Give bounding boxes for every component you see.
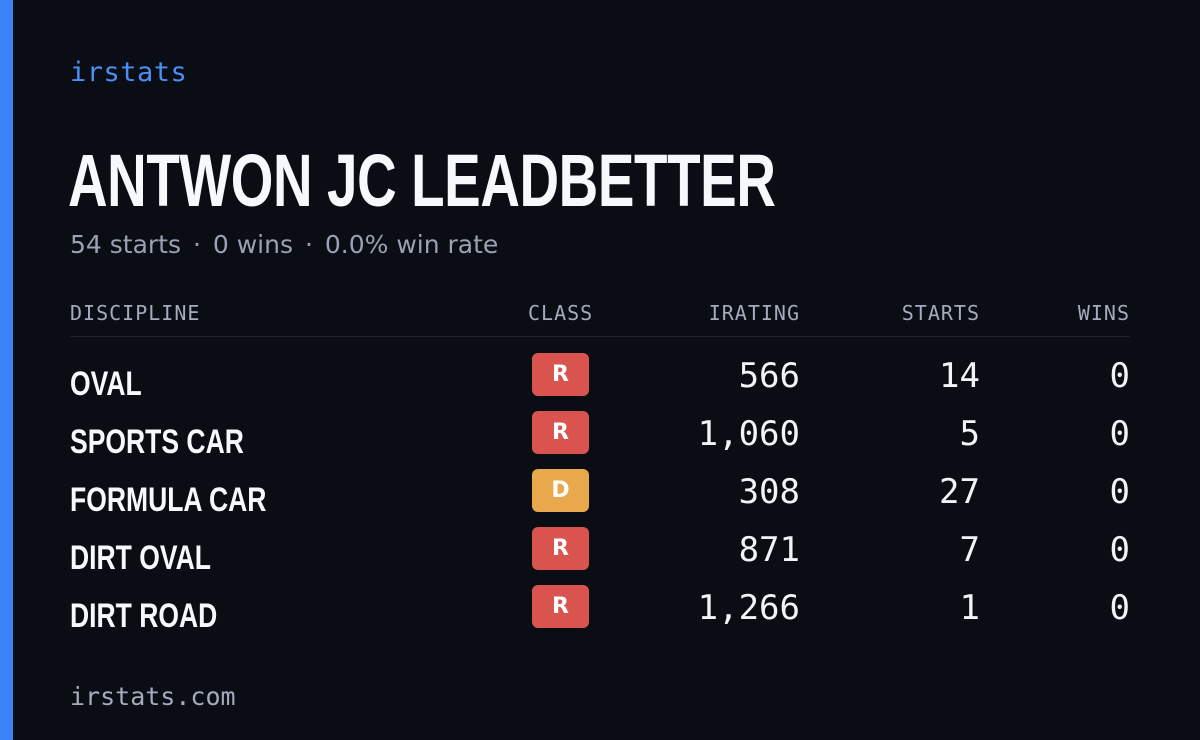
discipline-name: DIRT ROAD xyxy=(70,597,218,635)
discipline-stats-table: DISCIPLINE CLASS IRATING STARTS WINS OVA… xyxy=(70,298,1130,643)
wins-value: 0 xyxy=(1109,414,1130,454)
irating-value: 566 xyxy=(738,356,800,396)
irating-value: 1,266 xyxy=(697,588,800,628)
class-badge: R xyxy=(532,411,589,454)
header-irating: IRATING xyxy=(708,301,800,325)
driver-summary: 54 starts · 0 wins · 0.0% win rate xyxy=(70,228,498,262)
summary-wins: 0 wins xyxy=(212,230,293,259)
table-row: DIRT ROAD R 1,266 1 0 xyxy=(70,585,1130,643)
table-row: DIRT OVAL R 871 7 0 xyxy=(70,527,1130,585)
starts-value: 27 xyxy=(939,472,980,512)
discipline-name: SPORTS CAR xyxy=(70,423,244,461)
wins-value: 0 xyxy=(1109,588,1130,628)
summary-starts: 54 starts xyxy=(70,230,182,259)
wins-value: 0 xyxy=(1109,356,1130,396)
starts-value: 14 xyxy=(939,356,980,396)
table-body: OVAL R 566 14 0 SPORTS CAR R 1,060 5 0 F… xyxy=(70,353,1130,643)
table-header: DISCIPLINE CLASS IRATING STARTS WINS xyxy=(70,298,1130,337)
accent-bar xyxy=(0,0,13,740)
header-discipline: DISCIPLINE xyxy=(70,301,201,325)
class-badge: R xyxy=(532,353,589,396)
class-badge: R xyxy=(532,527,589,570)
wins-value: 0 xyxy=(1109,530,1130,570)
driver-name-title: ANTWON JC LEADBETTER xyxy=(68,139,776,222)
class-badge: D xyxy=(532,469,589,512)
header-wins: WINS xyxy=(1077,301,1130,325)
summary-separator: · xyxy=(304,230,313,259)
summary-separator: · xyxy=(192,230,201,259)
irating-value: 308 xyxy=(738,472,800,512)
starts-value: 1 xyxy=(959,588,980,628)
header-class: CLASS xyxy=(528,301,594,325)
footer-site-link[interactable]: irstats.com xyxy=(70,682,236,711)
table-row: SPORTS CAR R 1,060 5 0 xyxy=(70,411,1130,469)
starts-value: 5 xyxy=(959,414,980,454)
starts-value: 7 xyxy=(959,530,980,570)
wins-value: 0 xyxy=(1109,472,1130,512)
brand-logo[interactable]: irstats xyxy=(70,57,188,88)
irating-value: 871 xyxy=(738,530,800,570)
table-row: OVAL R 566 14 0 xyxy=(70,353,1130,411)
discipline-name: OVAL xyxy=(70,365,142,403)
summary-win-rate: 0.0% win rate xyxy=(324,230,499,259)
class-badge: R xyxy=(532,585,589,628)
table-row: FORMULA CAR D 308 27 0 xyxy=(70,469,1130,527)
discipline-name: DIRT OVAL xyxy=(70,539,211,577)
discipline-name: FORMULA CAR xyxy=(70,481,267,519)
irating-value: 1,060 xyxy=(697,414,800,454)
header-starts: STARTS xyxy=(901,301,980,325)
